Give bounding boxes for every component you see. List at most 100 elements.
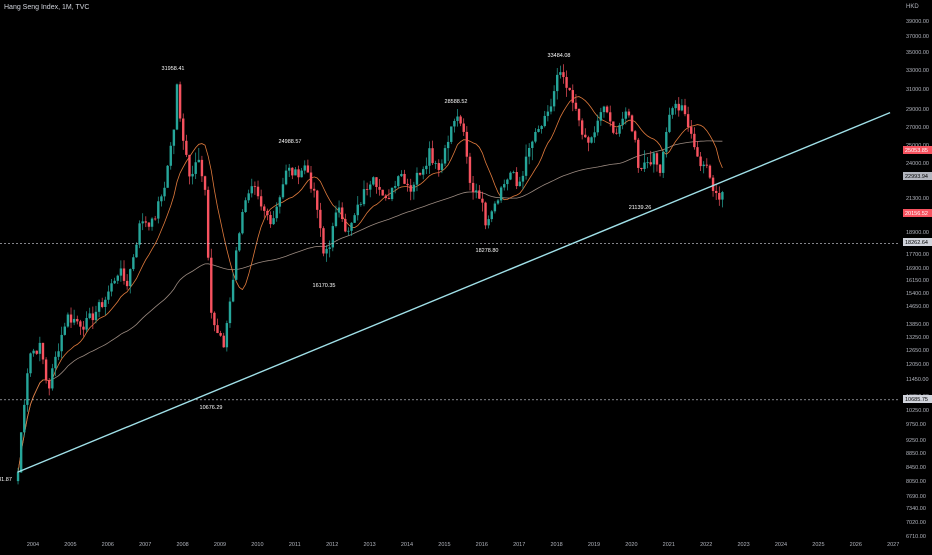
candle-body — [658, 164, 662, 173]
candle-body — [549, 106, 553, 112]
candle-body — [132, 257, 135, 270]
candle-body — [79, 321, 82, 327]
candle-body — [708, 165, 712, 178]
candle-body — [499, 187, 503, 201]
candle-body — [85, 317, 88, 330]
candle-body — [434, 163, 437, 164]
candle-body — [19, 432, 23, 473]
candle-body — [493, 203, 497, 212]
candle-body — [605, 106, 609, 113]
candle-body — [48, 380, 51, 389]
candle-body — [637, 139, 640, 168]
candle-body — [580, 120, 584, 135]
candle-body — [468, 156, 472, 183]
price-label-3: 18262.64 — [905, 240, 928, 246]
candle-body — [76, 318, 79, 322]
annotation-8: 31.87 — [0, 477, 12, 483]
candle-body — [166, 165, 169, 188]
candle-body — [213, 312, 216, 326]
price-label-0: 25053.85 — [905, 148, 928, 154]
candle-body — [107, 291, 110, 300]
y-tick-20: 12050.00 — [906, 362, 929, 368]
candle-body — [259, 196, 263, 207]
candle-body — [316, 190, 319, 210]
candle-body — [91, 313, 95, 321]
price-label-box-1 — [903, 172, 932, 180]
price-label-2: 20156.52 — [905, 211, 928, 217]
candle-body — [690, 127, 693, 134]
candle-body — [496, 200, 500, 204]
candle-body — [88, 313, 91, 318]
price-label-4: 10685.75 — [905, 397, 928, 403]
x-tick-12: 2016 — [476, 542, 488, 548]
candle-body — [643, 162, 646, 169]
candle-body — [269, 215, 272, 225]
candle-body — [718, 192, 721, 200]
candle-body — [490, 211, 493, 220]
y-tick-0: 39000.00 — [906, 19, 929, 25]
candle-body — [172, 129, 176, 146]
candle-body — [356, 204, 359, 216]
candle-body — [584, 134, 587, 138]
candle-body — [621, 118, 624, 126]
candle-body — [287, 167, 291, 171]
candle-body — [387, 198, 391, 200]
candle-body — [668, 114, 671, 132]
y-tick-5: 29000.00 — [906, 107, 929, 113]
ma-short-line — [17, 96, 723, 473]
y-tick-30: 7340.00 — [906, 506, 926, 512]
candle-body — [191, 173, 194, 177]
y-tick-15: 15400.00 — [906, 291, 929, 297]
candle-body — [524, 156, 528, 176]
candle-body — [462, 123, 465, 132]
y-tick-19: 12650.00 — [906, 348, 929, 354]
candle-body — [440, 163, 444, 170]
y-tick-4: 31000.00 — [906, 87, 929, 93]
candle-body — [309, 172, 313, 189]
candle-body — [478, 190, 481, 199]
annotation-5: 18278.80 — [476, 248, 499, 254]
y-tick-1: 37000.00 — [906, 34, 929, 40]
candle-body — [41, 342, 45, 360]
candle-body — [521, 175, 525, 182]
candle-body — [693, 133, 696, 148]
trendline — [17, 111, 891, 473]
candle-body — [446, 141, 450, 149]
candle-body — [450, 126, 453, 142]
candle-body — [403, 173, 406, 184]
candle-body — [54, 356, 57, 369]
candle-body — [225, 323, 229, 348]
candle-body — [306, 165, 310, 173]
candle-body — [409, 185, 412, 192]
candle-body — [559, 72, 562, 75]
x-tick-1: 2005 — [64, 542, 76, 548]
candle-body — [393, 186, 397, 188]
y-tick-25: 9250.00 — [906, 438, 926, 444]
x-tick-2: 2006 — [102, 542, 114, 548]
candle-body — [275, 206, 278, 219]
candle-body — [602, 106, 606, 113]
candle-body — [680, 105, 684, 111]
candle-body — [178, 84, 182, 119]
candle-body — [278, 197, 282, 207]
candle-body — [235, 250, 238, 280]
candle-body — [206, 189, 210, 258]
candle-body — [247, 193, 250, 201]
candle-body — [425, 165, 428, 170]
candle-body — [674, 103, 677, 109]
candle-body — [35, 350, 38, 354]
candle-body — [188, 154, 191, 177]
candle-body — [100, 302, 104, 307]
candle-body — [481, 198, 484, 203]
y-tick-8: 24000.00 — [906, 161, 929, 167]
x-tick-5: 2009 — [214, 542, 226, 548]
candle-body — [686, 114, 690, 128]
candle-body — [577, 108, 581, 121]
candle-body — [696, 147, 699, 157]
candle-body — [556, 74, 559, 92]
candle-body — [194, 162, 197, 174]
candle-body — [571, 90, 575, 103]
candle-body — [661, 151, 665, 173]
